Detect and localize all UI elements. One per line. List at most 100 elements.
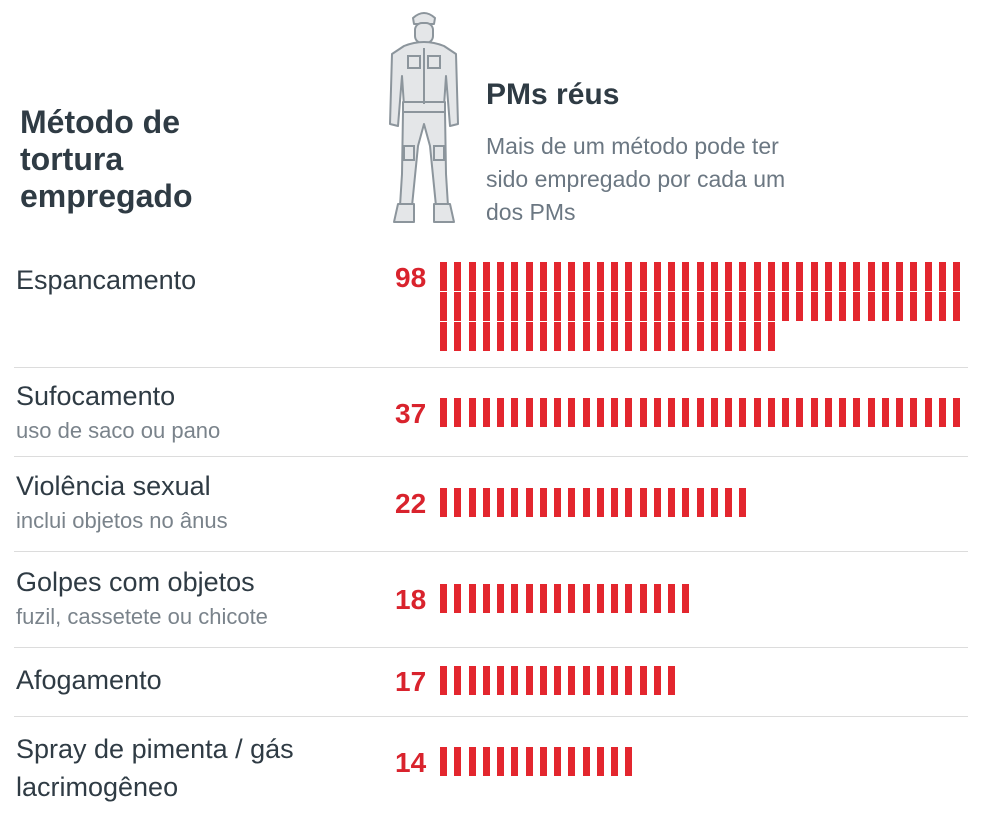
bar-unit xyxy=(924,292,932,321)
bar-unit xyxy=(753,322,761,351)
bar-unit xyxy=(454,322,462,351)
bar-unit xyxy=(596,584,604,613)
bar-unit xyxy=(725,292,732,321)
bar-unit xyxy=(525,584,533,613)
category-label: Sufocamento xyxy=(16,381,176,411)
bar-unit xyxy=(596,262,604,291)
category-subtitle: inclui objetos no ânus xyxy=(16,508,228,533)
bar-unit xyxy=(468,398,476,427)
bar-unit xyxy=(682,584,690,613)
bar-unit xyxy=(739,262,747,291)
bar-unit xyxy=(639,488,647,517)
bar-unit xyxy=(753,398,761,427)
bar-unit xyxy=(582,292,590,321)
bar-unit xyxy=(525,292,533,321)
bar-unit xyxy=(938,292,946,321)
bar-unit xyxy=(454,747,462,776)
bar-unit xyxy=(653,666,661,695)
bar-unit xyxy=(440,292,447,321)
bar-unit xyxy=(596,292,604,321)
category-subtitle: fuzil, cassetete ou chicote xyxy=(16,604,268,629)
bar-unit xyxy=(725,488,732,517)
bar-unit xyxy=(497,747,504,776)
bar-unit xyxy=(625,398,633,427)
bar-unit xyxy=(482,747,490,776)
bar-unit xyxy=(554,747,561,776)
bar-unit xyxy=(625,584,633,613)
bar-unit xyxy=(454,292,462,321)
bar-unit xyxy=(582,747,590,776)
bar-unit xyxy=(938,398,946,427)
bar-unit xyxy=(568,262,576,291)
bar-unit xyxy=(497,398,504,427)
bar-unit xyxy=(881,398,889,427)
bar-unit xyxy=(497,488,504,517)
bar-unit xyxy=(454,666,462,695)
bar-unit xyxy=(739,398,747,427)
bar-unit xyxy=(511,398,519,427)
category-label: Golpes com objetos xyxy=(16,567,255,597)
bar-unit xyxy=(653,322,661,351)
bar-unit xyxy=(867,262,875,291)
bar-unit xyxy=(753,292,761,321)
bar-unit xyxy=(468,666,476,695)
bar-unit xyxy=(539,292,547,321)
bar-unit xyxy=(653,488,661,517)
bar-unit xyxy=(767,292,775,321)
bar-unit xyxy=(639,292,647,321)
bar-unit xyxy=(554,488,561,517)
bar-unit xyxy=(482,262,490,291)
bar-unit xyxy=(539,322,547,351)
bar-unit xyxy=(482,584,490,613)
bar-unit xyxy=(440,666,447,695)
bar-unit xyxy=(824,262,832,291)
value-label: 14 xyxy=(395,747,427,778)
value-label: 22 xyxy=(395,488,427,519)
bar-unit xyxy=(668,584,675,613)
bar-unit xyxy=(482,488,490,517)
row-divider xyxy=(14,456,968,457)
bar-unit xyxy=(710,322,718,351)
bar-unit xyxy=(625,292,633,321)
bar-unit xyxy=(696,292,704,321)
bar-unit xyxy=(725,398,732,427)
bar-unit xyxy=(739,322,747,351)
row-divider xyxy=(14,551,968,552)
chart-title: Método de tortura empregado xyxy=(20,104,193,214)
bar-unit xyxy=(440,488,447,517)
bar-unit xyxy=(867,398,875,427)
bar-unit xyxy=(625,488,633,517)
bar-unit xyxy=(482,398,490,427)
bar-unit xyxy=(611,747,618,776)
bar-unit xyxy=(767,262,775,291)
bar-unit xyxy=(696,322,704,351)
bar-unit xyxy=(440,747,447,776)
bar-unit xyxy=(482,292,490,321)
bar-unit xyxy=(596,398,604,427)
bar-unit xyxy=(625,747,633,776)
bar-unit xyxy=(668,322,675,351)
bar-unit xyxy=(782,262,789,291)
value-label: 17 xyxy=(395,666,427,697)
bar-unit xyxy=(596,747,604,776)
value-label: 18 xyxy=(395,584,427,615)
bar-unit xyxy=(568,398,576,427)
bar-unit xyxy=(511,584,519,613)
bar-unit xyxy=(539,398,547,427)
bar-unit xyxy=(468,584,476,613)
bar-unit xyxy=(639,322,647,351)
bar-unit xyxy=(582,666,590,695)
bar-unit xyxy=(668,666,675,695)
bar-unit xyxy=(767,398,775,427)
bar-unit xyxy=(582,398,590,427)
bar-unit xyxy=(611,666,618,695)
bar-unit xyxy=(881,292,889,321)
bar-unit xyxy=(596,488,604,517)
row-divider xyxy=(14,647,968,648)
bar-unit xyxy=(539,488,547,517)
bar-unit xyxy=(625,322,633,351)
bar-unit xyxy=(639,398,647,427)
category-label: Spray de pimenta / gás lacrimogêneo xyxy=(16,734,294,802)
bar-unit xyxy=(625,262,633,291)
bar-unit xyxy=(639,262,647,291)
